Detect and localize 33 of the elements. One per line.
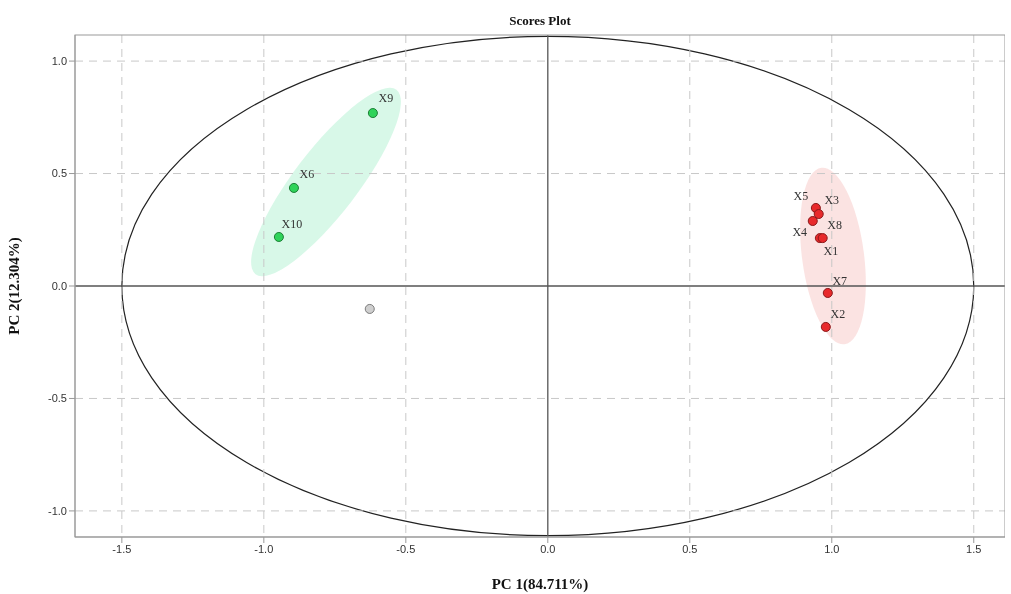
annotation: X8 <box>827 218 843 233</box>
annotation: X7 <box>832 273 848 288</box>
x-tick-label: -1.0 <box>254 542 274 555</box>
x-tick-label: -1.5 <box>112 542 132 555</box>
chart-title: Scores Plot <box>509 13 572 28</box>
point <box>288 182 299 193</box>
x-tick-label: 1.5 <box>966 542 982 555</box>
point <box>367 108 378 119</box>
point <box>820 321 831 332</box>
point <box>813 209 824 220</box>
annotation: X2 <box>830 306 846 321</box>
x-tick-label: 1.0 <box>824 542 840 555</box>
point <box>273 231 284 242</box>
y-tick-label: 0.5 <box>51 167 67 180</box>
x-axis-title: PC 1(84.711%) <box>491 576 589 593</box>
annotation: X3 <box>824 193 840 208</box>
point <box>807 216 818 227</box>
y-tick-label: -0.5 <box>48 392 67 405</box>
point <box>822 287 833 298</box>
x-tick-label: -0.5 <box>396 542 416 555</box>
y-tick-label: 0.0 <box>51 279 67 292</box>
y-tick-label: -1.0 <box>48 504 67 517</box>
x-tick-label: 0.5 <box>682 542 698 555</box>
y-tick-label: 1.0 <box>51 54 67 67</box>
point <box>364 303 375 314</box>
annotation: X4 <box>792 225 808 239</box>
y-axis-title: PC 2(12.304%) <box>6 237 24 335</box>
annotation: X6 <box>299 166 315 181</box>
annotation: X1 <box>823 244 839 259</box>
annotation: X10 <box>281 216 303 231</box>
x-tick-label: 0.0 <box>540 542 556 555</box>
annotation: X9 <box>378 91 394 106</box>
annotation: X5 <box>793 188 809 203</box>
